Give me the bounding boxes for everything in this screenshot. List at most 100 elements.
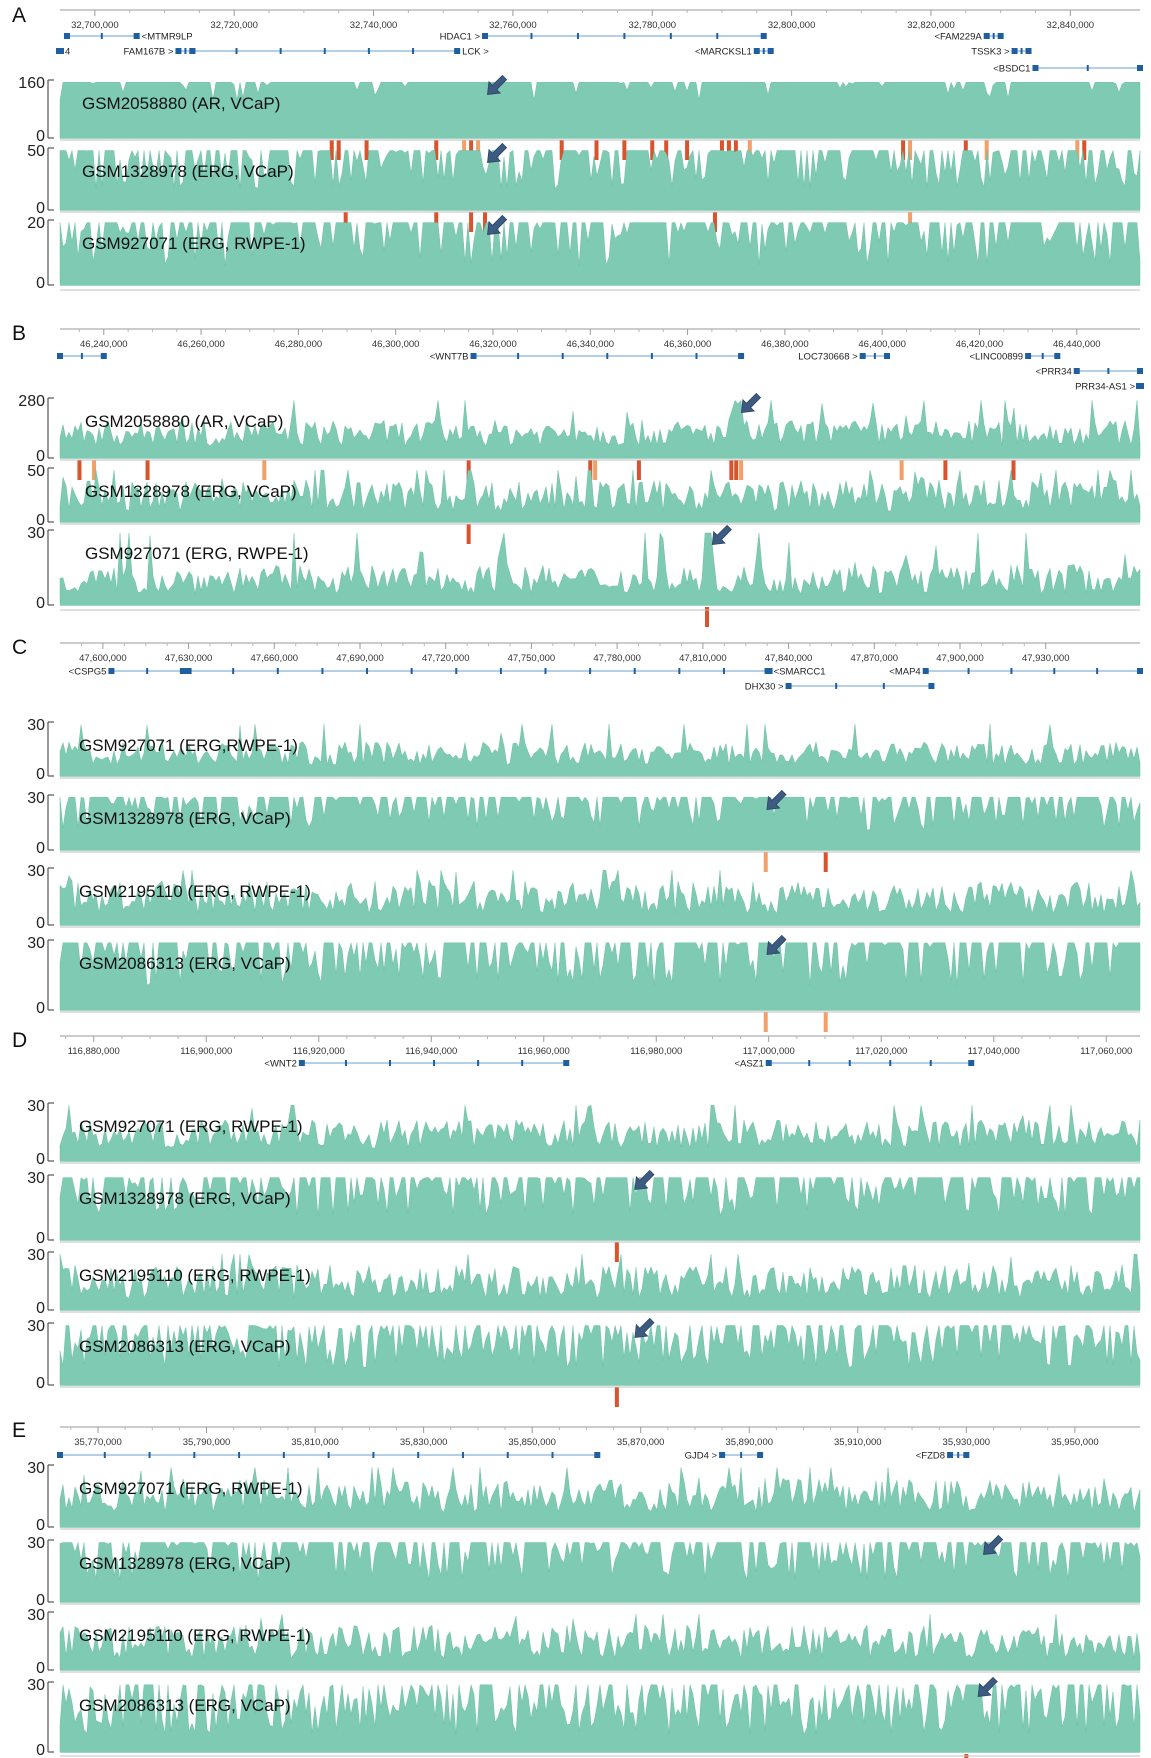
gene-exon (412, 48, 415, 54)
arrow-shape (487, 214, 508, 235)
gene-exon (63, 33, 70, 39)
ruler-tick-label: 116,940,000 (405, 1046, 457, 1057)
gene-exon (179, 668, 186, 674)
ruler-tick-label: 35,930,000 (943, 1437, 991, 1448)
gene-exon (808, 1060, 811, 1066)
gene-label: <MARCKSL1 (695, 47, 752, 58)
gene-exon (1086, 65, 1089, 71)
arrow-shape (766, 934, 787, 955)
ruler-tick-label: 116,920,000 (293, 1046, 345, 1057)
gene-label: <MTMR9LP (142, 32, 193, 43)
gene-exon (389, 1060, 391, 1066)
ruler-tick-label: 46,240,000 (80, 339, 128, 350)
y-min-label: 0 (36, 1375, 45, 1392)
gene-exon (785, 683, 792, 689)
track-label: GSM2195110 (ERG, RWPE-1) (79, 882, 311, 901)
signal-track: 30 0 GSM1328978 (ERG, VCaP) (27, 789, 1141, 872)
called-peak-bar (763, 852, 768, 872)
ruler-tick-label: 32,780,000 (628, 20, 676, 31)
y-min-label: 0 (36, 766, 45, 783)
gene-label: FAM167B > (124, 47, 174, 58)
ruler-tick-label: 35,790,000 (183, 1437, 231, 1448)
ruler-tick-label: 47,840,000 (765, 653, 813, 664)
gene-exon (992, 33, 995, 39)
y-min-label: 0 (36, 595, 45, 612)
called-peak-bar (434, 140, 439, 160)
gene-exon (57, 353, 63, 359)
panel-letter: D (12, 1029, 27, 1052)
ruler-tick-label: 47,900,000 (936, 653, 984, 664)
y-max-label: 30 (27, 1607, 45, 1624)
gene-exon (947, 1452, 954, 1458)
called-peak-bar (466, 524, 471, 544)
y-max-label: 20 (27, 215, 45, 232)
gene-label: LCK > (462, 47, 489, 58)
gene-label: TSSK3 > (971, 47, 1010, 58)
called-peak-bar (823, 852, 828, 872)
ruler-tick-label: 116,960,000 (518, 1046, 570, 1057)
gene-model: <MTMR9LP (63, 32, 193, 43)
gene-exon (563, 1060, 570, 1066)
ruler-tick-label: 35,910,000 (834, 1437, 882, 1448)
gene-exon (753, 48, 760, 54)
gene-exon (551, 1452, 554, 1458)
ruler-tick-label: 46,440,000 (1053, 339, 1101, 350)
ruler-tick-label: 35,890,000 (725, 1437, 773, 1448)
track-label: GSM1328978 (ERG, VCaP) (79, 1554, 291, 1573)
signal-track: 30 0 GSM2086313 (ERG, VCaP) (27, 1317, 1141, 1407)
arrow-shape (741, 392, 762, 413)
gene-exon (716, 33, 719, 39)
ruler-tick-label: 35,870,000 (617, 1437, 665, 1448)
signal-area (59, 1614, 1141, 1671)
gene-exon (146, 668, 149, 674)
gene-model: DHX30 > (745, 682, 935, 693)
y-max-label: 30 (27, 1535, 45, 1552)
track-label: GSM927071 (ERG,RWPE-1) (79, 736, 298, 755)
called-peak-bar (462, 140, 467, 160)
called-peak-bar (434, 212, 439, 232)
ruler-tick-label: 47,720,000 (422, 653, 470, 664)
called-peak-bar (614, 1387, 619, 1407)
y-max-label: 30 (27, 790, 45, 807)
peak-arrow-icon (634, 1317, 655, 1338)
y-min-label: 0 (36, 1300, 45, 1317)
gene-model: <ASZ1 (734, 1059, 975, 1070)
ruler-tick-label: 47,750,000 (508, 653, 556, 664)
ruler-tick-label: 116,900,000 (180, 1046, 232, 1057)
ruler-tick-label: 32,720,000 (210, 20, 258, 31)
panel-letter: A (12, 4, 26, 27)
called-peak-bar (336, 140, 341, 160)
y-min-label: 0 (36, 1742, 45, 1758)
panel-letter: B (12, 322, 26, 345)
gene-exon (372, 1452, 375, 1458)
gene-exon (1025, 48, 1032, 54)
called-peak-bar (1075, 140, 1080, 160)
called-peak-bar (908, 212, 913, 232)
signal-area (59, 1176, 1141, 1241)
peak-arrow-icon (741, 392, 762, 413)
gene-label: <FZD8 (916, 1451, 945, 1462)
called-peak-bar (705, 607, 710, 627)
called-peak-bar (729, 460, 734, 480)
track-label: GSM1328978 (ERG, VCaP) (85, 482, 297, 501)
gene-label: <FAM229A (934, 32, 982, 43)
gene-label: <SMARCC1 (774, 667, 826, 678)
track-label: GSM2086313 (ERG, VCaP) (79, 1337, 291, 1356)
gene-exon (594, 1452, 601, 1458)
ruler-tick-label: 47,690,000 (336, 653, 384, 664)
panel-C: C 47,600,000 47,630,000 47,660,000 47,690,00… (12, 636, 1143, 1032)
y-min-label: 0 (36, 915, 45, 932)
ruler-tick-label: 117,060,000 (1080, 1046, 1132, 1057)
gene-exon (184, 48, 187, 54)
y-max-label: 30 (27, 935, 45, 952)
gene-exon (1032, 65, 1039, 71)
gene-exon (889, 1060, 892, 1066)
peak-arrow-icon (634, 1169, 655, 1190)
gene-model: <MAP4 (889, 667, 1143, 678)
gene-exon (470, 353, 477, 359)
gene-label: <WNT7B (430, 352, 469, 363)
gene-label: LOC730668 > (798, 352, 858, 363)
ruler-tick-label: 32,820,000 (907, 20, 955, 31)
gene-exon (100, 33, 103, 39)
called-peak-bar (747, 140, 752, 160)
